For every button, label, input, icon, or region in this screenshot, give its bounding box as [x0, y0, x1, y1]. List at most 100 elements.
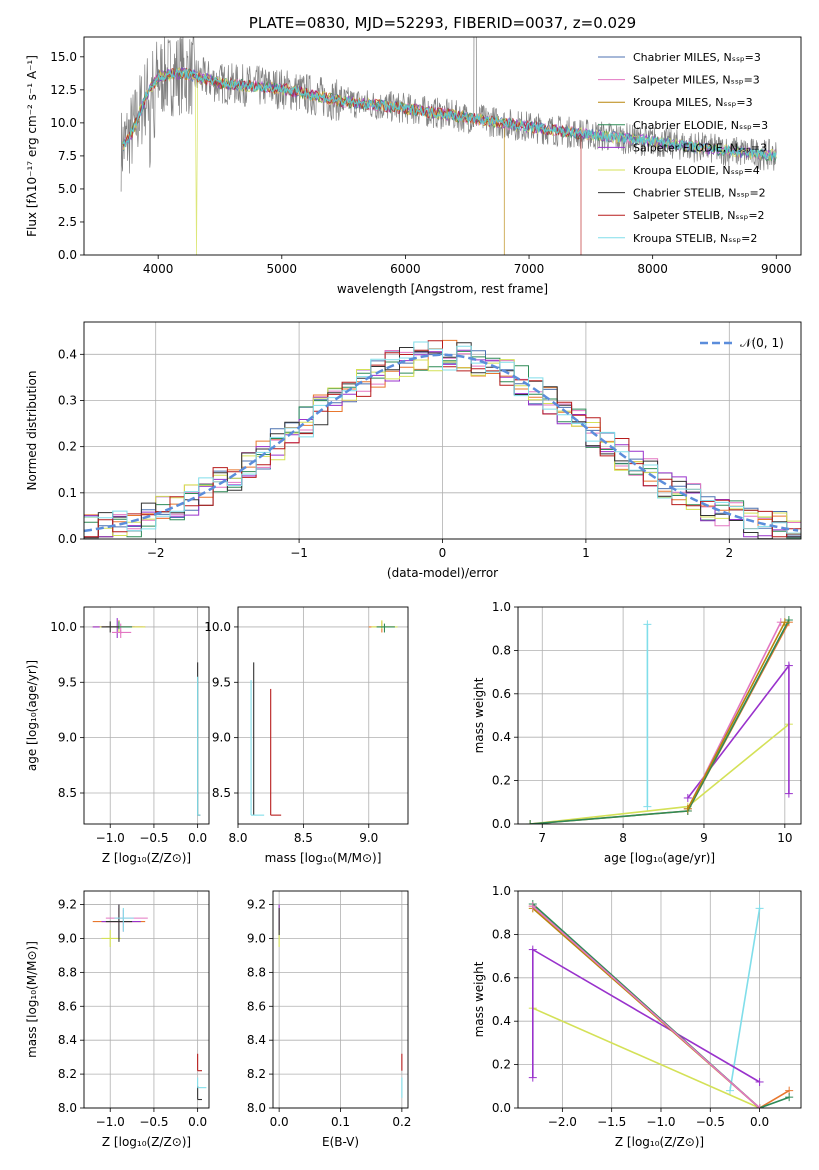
x-axis-label: wavelength [Angstrom, rest frame]	[337, 282, 548, 296]
x-tick-label: 9.0	[359, 831, 378, 845]
weight-line	[532, 948, 761, 1083]
x-axis-label: Z [log₁₀(Z/Z⊙)]	[102, 851, 191, 865]
weight-line	[530, 621, 790, 824]
y-tick-label: 8.8	[58, 965, 77, 979]
x-tick-label: 8.5	[294, 831, 313, 845]
plot-frame	[517, 606, 802, 825]
weight-line	[532, 903, 790, 1108]
legend-entry: Salpeter STELIB, Nₛₛₚ=2	[633, 209, 765, 222]
x-tick-label: 7	[538, 831, 546, 845]
plot-frame	[517, 890, 802, 1109]
y-tick-label: 8.2	[247, 1067, 266, 1081]
grid-lines	[518, 890, 801, 1109]
y-axis-label: mass [log₁₀(M/M⊙)]	[25, 941, 39, 1058]
y-tick-label: 0.2	[492, 774, 511, 788]
y-tick-label: 8.4	[58, 1033, 77, 1047]
y-tick-label: 9.0	[247, 931, 266, 945]
y-tick-label: 0.6	[492, 687, 511, 701]
y-tick-label: 0.0	[492, 1101, 511, 1115]
weight-vs-age-panel: 7 8 9 10 0.0 0.2 0.4 0.6 0.8 1.0 age [log₁₀(age/yr…	[472, 600, 802, 865]
legend-entry: Salpeter MILES, Nₛₛₚ=3	[633, 74, 760, 87]
plot-frame	[272, 890, 409, 1109]
y-tick-label: 0.0	[492, 817, 511, 831]
legend-entry: 𝒩(0, 1)	[740, 336, 784, 350]
x-tick-label: 4000	[143, 262, 174, 276]
weight-series	[528, 900, 794, 1108]
weight-line	[729, 908, 761, 1091]
gaussian-curve	[84, 353, 799, 533]
x-tick-label: 0.0	[750, 1115, 769, 1129]
plot-frame	[83, 321, 802, 540]
plot-frame	[83, 36, 802, 256]
grid-lines	[273, 891, 408, 1109]
x-axis-label: Z [log₁₀(Z/Z⊙)]	[102, 1135, 191, 1149]
y-tick-label: 1.0	[492, 884, 511, 898]
x-tick-label: 1	[582, 546, 590, 560]
y-tick-label: 12.5	[50, 83, 77, 97]
x-tick-label: 2	[725, 546, 733, 560]
weight-series	[526, 616, 793, 824]
spectrum-curves	[120, 37, 777, 255]
y-tick-label: 8.5	[58, 786, 77, 800]
y-axis-label: Flux [fλ10⁻¹⁷ erg cm⁻² s⁻¹ A⁻¹]	[25, 55, 39, 237]
y-tick-label: 0.3	[58, 393, 77, 407]
y-axis-label: Normed distribution	[25, 371, 39, 491]
grid-lines	[518, 606, 801, 825]
error-bars	[92, 904, 207, 1101]
plot-frame	[83, 890, 210, 1109]
age-vs-z-panel: −1.0 −0.5 0.0 8.5 9.0 9.5 10.0 Z [log₁₀(Z/Z⊙)] a…	[25, 606, 210, 865]
x-tick-label: −1.0	[96, 831, 125, 845]
mass-vs-ebv-panel: 0.0 0.1 0.2 8.0 8.2 8.4 8.6 8.8 9.0 9.2 E(B-V)	[247, 890, 411, 1149]
x-tick-label: −1.0	[96, 1115, 125, 1129]
y-tick-label: 8.6	[247, 999, 266, 1013]
y-axis-label: mass weight	[472, 961, 486, 1037]
legend-entry: Chabrier MILES, Nₛₛₚ=3	[633, 51, 761, 64]
x-tick-label: −1.5	[597, 1115, 626, 1129]
y-tick-label: 0.4	[492, 730, 511, 744]
y-tick-label: 0.8	[492, 643, 511, 657]
y-tick-label: 8.5	[212, 786, 231, 800]
y-tick-label: 8.4	[247, 1033, 266, 1047]
x-tick-label: −0.5	[696, 1115, 725, 1129]
y-tick-label: 0.0	[58, 248, 77, 262]
grid-lines	[84, 607, 209, 824]
legend-entry: Chabrier STELIB, Nₛₛₚ=2	[633, 187, 766, 200]
x-tick-label: −1	[290, 546, 308, 560]
x-axis-label: age [log₁₀(age/yr)]	[604, 851, 715, 865]
y-tick-label: 9.0	[58, 931, 77, 945]
y-tick-label: 9.2	[58, 898, 77, 912]
y-tick-label: 9.2	[247, 898, 266, 912]
y-axis-label: mass weight	[472, 677, 486, 753]
x-tick-label: 10	[777, 831, 792, 845]
weight-line	[530, 723, 790, 824]
grid-lines	[237, 607, 408, 824]
y-tick-label: 7.5	[58, 149, 77, 163]
y-tick-label: 10.0	[50, 116, 77, 130]
y-tick-label: 8.8	[247, 965, 266, 979]
y-tick-label: 5.0	[58, 182, 77, 196]
residuals-panel: −2 −1 0 1 2 0.0 0.1 0.2 0.3 0.4 (data-model)/error…	[25, 321, 802, 580]
weight-vs-z-panel: −2.0 −1.5 −1.0 −0.5 0.0 0.0 0.2 0.4 0.6 0.8 1.0 Z […	[472, 884, 802, 1149]
y-tick-label: 0.6	[492, 971, 511, 985]
y-tick-label: 10.0	[204, 620, 231, 634]
legend-entry: Kroupa STELIB, Nₛₛₚ=2	[633, 232, 757, 245]
x-tick-label: −0.5	[139, 1115, 168, 1129]
plot-frame	[237, 606, 409, 825]
chart-title: PLATE=0830, MJD=52293, FIBERID=0037, z=0…	[249, 14, 636, 32]
weight-line	[532, 1007, 760, 1108]
x-tick-label: 9	[700, 831, 708, 845]
y-tick-label: 8.0	[247, 1101, 266, 1115]
spectrum-panel: 4000 5000 6000 7000 8000 9000 0.0 2.5 5.0 7.5 10.0…	[25, 14, 802, 296]
x-tick-label: 8	[619, 831, 627, 845]
model-spectrum	[122, 67, 777, 161]
x-tick-label: 0.1	[331, 1115, 350, 1129]
histograms	[84, 339, 801, 539]
y-tick-label: 8.0	[58, 1101, 77, 1115]
x-tick-label: −2	[147, 546, 165, 560]
y-tick-label: 0.0	[58, 532, 77, 546]
y-tick-label: 0.1	[58, 486, 77, 500]
legend-entry: Salpeter ELODIE, Nₛₛₚ=3	[633, 141, 767, 154]
x-tick-label: −1.0	[646, 1115, 675, 1129]
plot-frame	[83, 606, 210, 825]
grid-lines	[84, 891, 209, 1109]
